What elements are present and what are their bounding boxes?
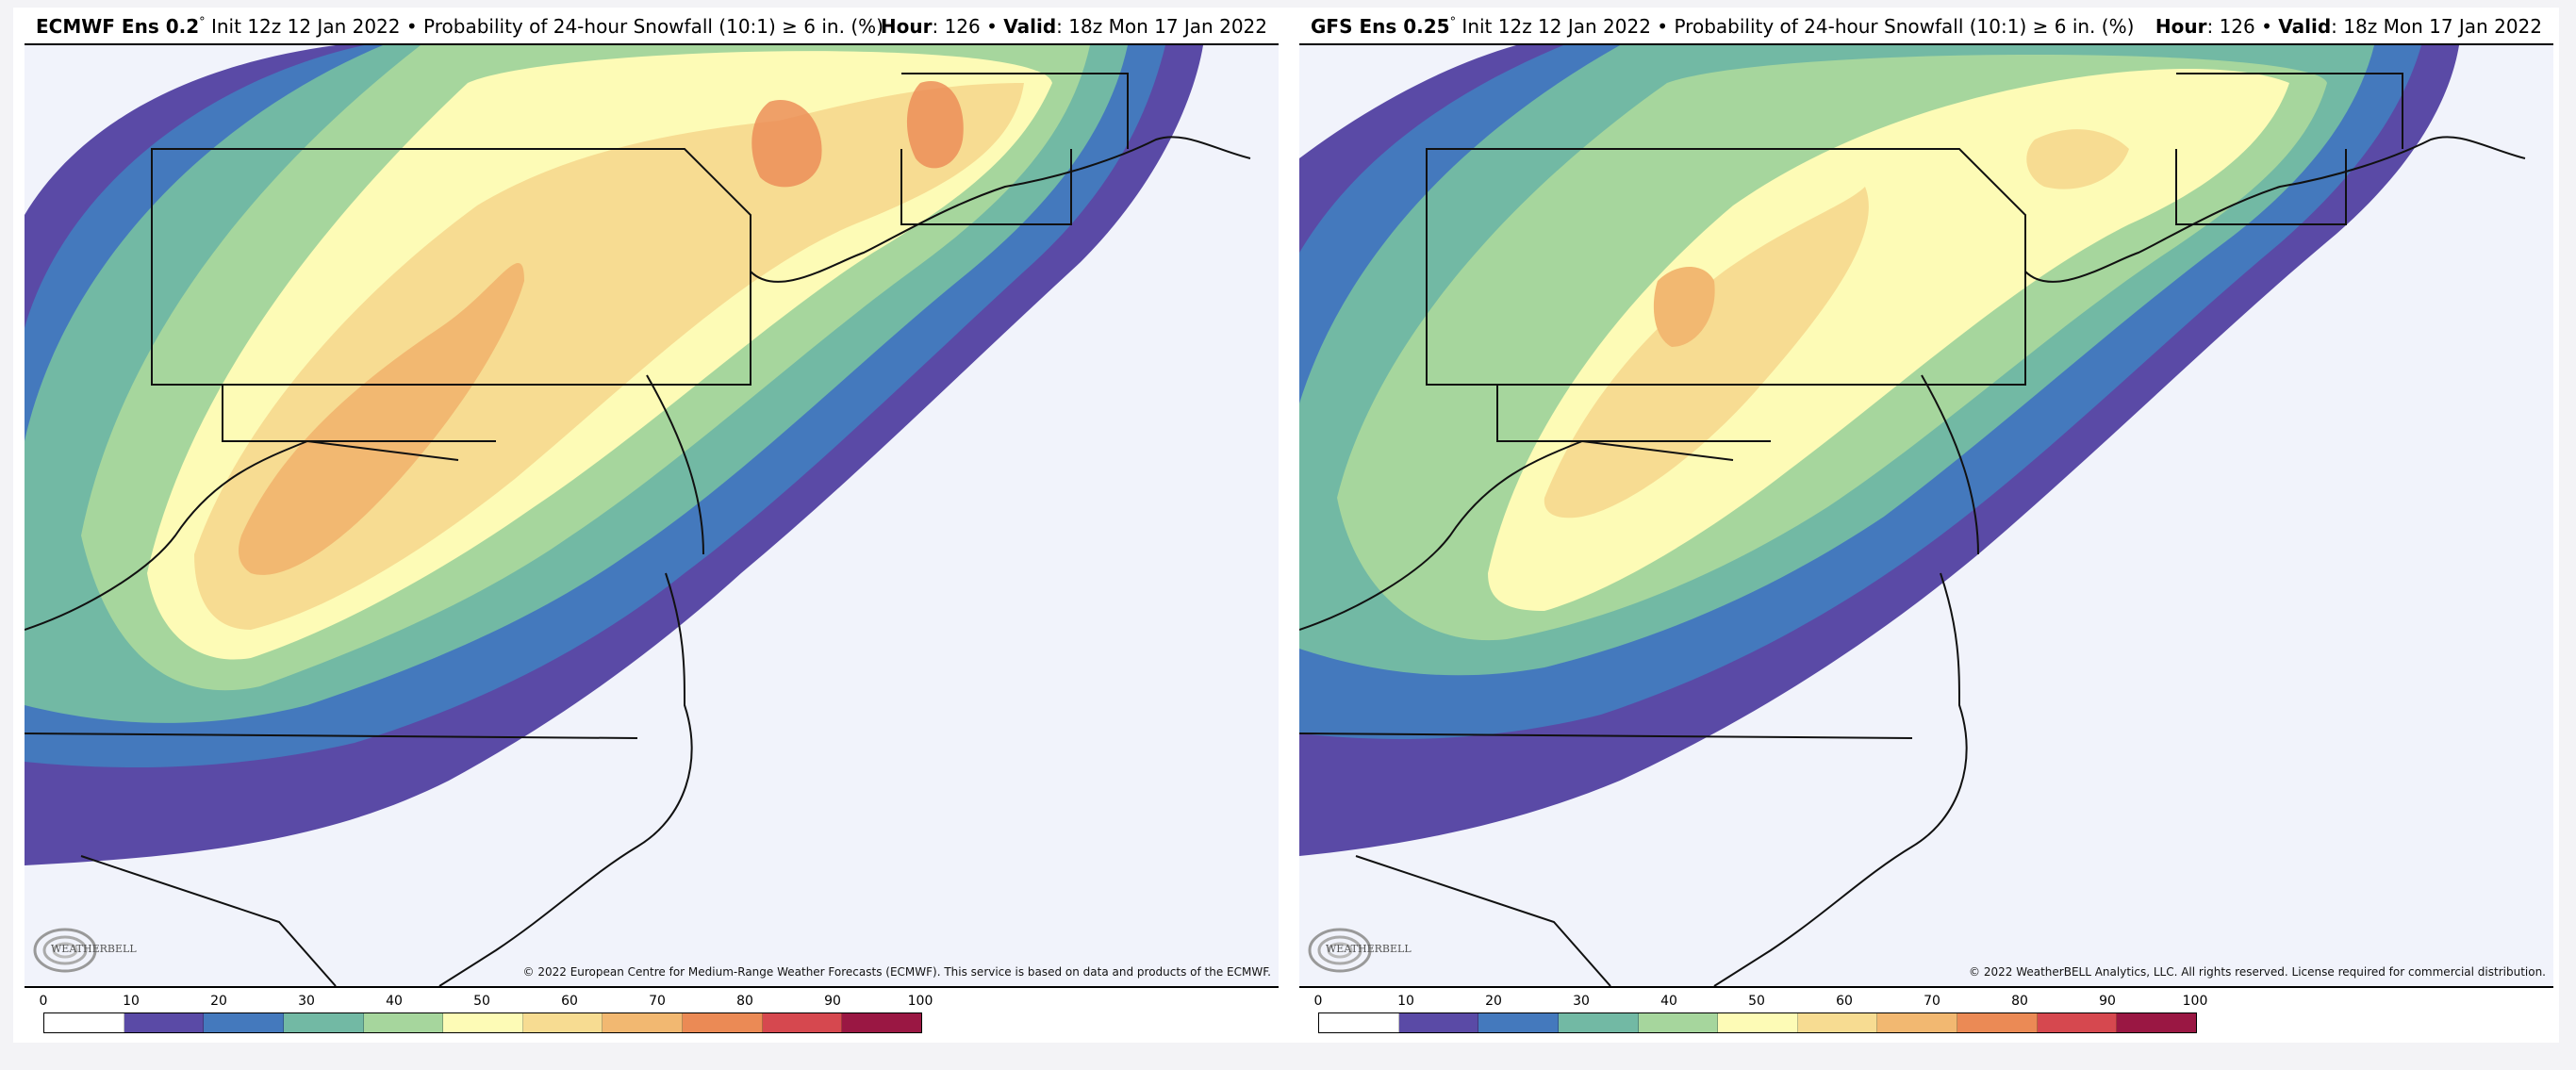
legend-color-bin <box>2037 1013 2118 1032</box>
legend-tick-label: 30 <box>298 994 315 1009</box>
snowfall-probability-map[interactable]: WEATHERBELL © 2022 European Centre for M… <box>25 43 1279 988</box>
map-canvas <box>25 45 1279 986</box>
legend-tick-label: 70 <box>1924 994 1940 1009</box>
legend-color-bin <box>603 1013 684 1032</box>
logo-swirl-icon <box>1308 928 1372 973</box>
legend-color-bin <box>1319 1013 1399 1032</box>
init-text: Init 12z 12 Jan 2022 • Probability of 24… <box>1456 15 2135 38</box>
legend-tick-label: 20 <box>1485 994 1502 1009</box>
legend-color-bin <box>522 1013 603 1032</box>
legend-tick-label: 80 <box>2011 994 2028 1009</box>
legend-color-bin <box>283 1013 364 1032</box>
color-legend: 0 10 20 30 40 50 60 70 80 90 100 <box>39 994 933 1033</box>
logo-text: WEATHERBELL <box>51 943 137 955</box>
legend-color-bin <box>1797 1013 1878 1032</box>
band-60 <box>194 83 1024 630</box>
band-50 <box>1488 69 2289 611</box>
legend-color-bin <box>443 1013 523 1032</box>
panel-header: ECMWF Ens 0.2° Init 12z 12 Jan 2022 • Pr… <box>25 8 1279 49</box>
legend-tick-label: 20 <box>210 994 227 1009</box>
valid-value: : 18z Mon 17 Jan 2022 <box>1056 15 1267 38</box>
boundaries <box>25 73 1251 986</box>
legend-color-bin <box>842 1013 922 1032</box>
legend-color-bin <box>2117 1013 2197 1032</box>
legend-tick-label: 40 <box>1660 994 1677 1009</box>
valid-value: : 18z Mon 17 Jan 2022 <box>2331 15 2542 38</box>
band-60 <box>1544 187 1869 519</box>
forecast-comparison: ECMWF Ens 0.2° Init 12z 12 Jan 2022 • Pr… <box>13 8 2559 1043</box>
legend-tick-label: 0 <box>1313 994 1323 1009</box>
legend-tick-label: 60 <box>1836 994 1853 1009</box>
copyright-notice: © 2022 European Centre for Medium-Range … <box>522 965 1271 979</box>
hour-label: Hour <box>880 15 933 38</box>
legend-tick-label: 10 <box>123 994 140 1009</box>
legend-tick-label: 0 <box>39 994 48 1009</box>
logo-swirl-icon <box>33 928 97 973</box>
weatherbell-logo: WEATHERBELL <box>1307 922 1420 979</box>
map-canvas <box>1299 45 2553 986</box>
color-legend: 0 10 20 30 40 50 60 70 80 90 100 <box>1314 994 2207 1033</box>
legend-color-bin <box>363 1013 444 1032</box>
legend-tick-label: 50 <box>473 994 490 1009</box>
legend-color-bin <box>1877 1013 1958 1032</box>
legend-tick-label: 30 <box>1573 994 1590 1009</box>
legend-color-bin <box>1478 1013 1559 1032</box>
init-text: Init 12z 12 Jan 2022 • Probability of 24… <box>205 15 883 38</box>
hour-label: Hour <box>2155 15 2207 38</box>
band-80-a <box>751 100 822 188</box>
band-80-b <box>906 81 964 169</box>
valid-label: Valid <box>1003 15 1057 38</box>
band-70 <box>239 262 524 575</box>
ecmwf-panel: ECMWF Ens 0.2° Init 12z 12 Jan 2022 • Pr… <box>25 8 1279 1043</box>
hour-value: : 126 • <box>932 15 1004 38</box>
weatherbell-logo: WEATHERBELL <box>32 922 145 979</box>
hour-value: : 126 • <box>2206 15 2279 38</box>
band-60-b <box>2026 129 2129 189</box>
legend-tick-label: 100 <box>2182 994 2208 1009</box>
legend-tick-label: 80 <box>736 994 753 1009</box>
legend-color-bin <box>204 1013 284 1032</box>
legend-color-bin <box>44 1013 124 1032</box>
legend-bins <box>1318 1012 2197 1033</box>
legend-color-bin <box>1398 1013 1479 1032</box>
gfs-panel: GFS Ens 0.25° Init 12z 12 Jan 2022 • Pro… <box>1299 8 2553 1043</box>
model-name: ECMWF Ens 0.2 <box>36 15 200 38</box>
legend-color-bin <box>1718 1013 1798 1032</box>
legend-tick-label: 100 <box>907 994 933 1009</box>
legend-color-bin <box>1957 1013 2038 1032</box>
panel-header: GFS Ens 0.25° Init 12z 12 Jan 2022 • Pro… <box>1299 8 2553 49</box>
logo-text: WEATHERBELL <box>1326 943 1412 955</box>
copyright-notice: © 2022 WeatherBELL Analytics, LLC. All r… <box>1969 965 2546 979</box>
snowfall-probability-map[interactable]: WEATHERBELL © 2022 WeatherBELL Analytics… <box>1299 43 2553 988</box>
legend-color-bin <box>1638 1013 1719 1032</box>
legend-tick-label: 70 <box>649 994 666 1009</box>
model-name: GFS Ens 0.25 <box>1311 15 1450 38</box>
legend-tick-label: 40 <box>386 994 403 1009</box>
legend-tick-label: 90 <box>2099 994 2116 1009</box>
legend-color-bin <box>683 1013 763 1032</box>
legend-color-bin <box>1558 1013 1639 1032</box>
boundaries <box>1299 73 2526 986</box>
legend-tick-label: 60 <box>561 994 578 1009</box>
legend-tick-label: 90 <box>824 994 841 1009</box>
degree-sign: ° <box>199 15 206 30</box>
legend-color-bin <box>124 1013 205 1032</box>
legend-tick-label: 50 <box>1748 994 1765 1009</box>
legend-bins <box>43 1012 922 1033</box>
legend-color-bin <box>762 1013 843 1032</box>
degree-sign: ° <box>1449 15 1457 30</box>
valid-label: Valid <box>2278 15 2332 38</box>
legend-tick-label: 10 <box>1397 994 1414 1009</box>
band-70 <box>1653 267 1715 347</box>
